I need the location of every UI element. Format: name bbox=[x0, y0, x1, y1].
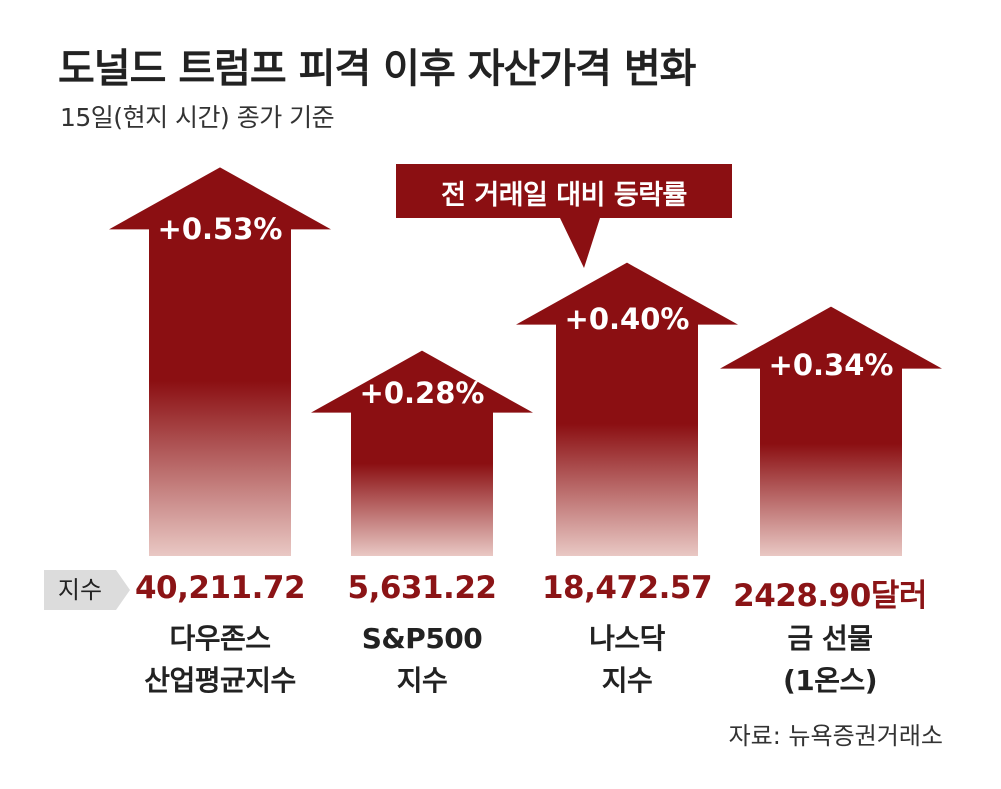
closing-value-dow: 40,211.72 bbox=[134, 570, 306, 606]
pct-label-nasdaq: +0.40% bbox=[564, 302, 690, 336]
index-tag-label: 지수 bbox=[57, 576, 103, 604]
category-name-line: 지수 bbox=[396, 664, 448, 697]
category-name-sp500: S&P500 지수 bbox=[312, 618, 532, 702]
chart-subtitle: 15일(현지 시간) 종가 기준 bbox=[60, 103, 335, 132]
category-name-dow: 다우존스 산업평균지수 bbox=[110, 618, 330, 702]
arrow-bars bbox=[109, 167, 942, 557]
arrow-bar-sp500 bbox=[311, 350, 533, 556]
category-name-nasdaq: 나스닥 지수 bbox=[517, 618, 737, 702]
category-name-line: S&P500 bbox=[361, 622, 483, 655]
category-name-line: 산업평균지수 bbox=[144, 664, 296, 697]
category-name-line: 나스닥 bbox=[589, 622, 665, 655]
category-name-line: 다우존스 bbox=[169, 622, 271, 655]
pct-label-gold: +0.34% bbox=[768, 348, 894, 382]
arrow-bar-nasdaq bbox=[516, 262, 738, 556]
pct-label-dow: +0.53% bbox=[157, 212, 283, 246]
callout-box bbox=[396, 164, 732, 268]
closing-value-nasdaq: 18,472.57 bbox=[541, 570, 713, 606]
closing-value-gold: 2428.90달러 bbox=[733, 578, 927, 614]
arrow-bar-dow bbox=[109, 167, 331, 557]
chart-title: 도널드 트럼프 피격 이후 자산가격 변화 bbox=[58, 46, 696, 92]
closing-value-sp500: 5,631.22 bbox=[347, 570, 497, 606]
source-note: 자료: 뉴욕증권거래소 bbox=[728, 722, 943, 750]
category-name-line: 지수 bbox=[601, 664, 653, 697]
category-name-line: 금 선물 bbox=[787, 622, 873, 655]
callout-label: 전 거래일 대비 등락률 bbox=[441, 180, 687, 211]
arrow-bar-gold bbox=[720, 306, 942, 556]
index-tag-shape bbox=[44, 570, 130, 610]
pct-label-sp500: +0.28% bbox=[359, 376, 485, 410]
category-name-gold: 금 선물 (1온스) bbox=[720, 618, 940, 702]
category-name-line: (1온스) bbox=[782, 664, 878, 697]
